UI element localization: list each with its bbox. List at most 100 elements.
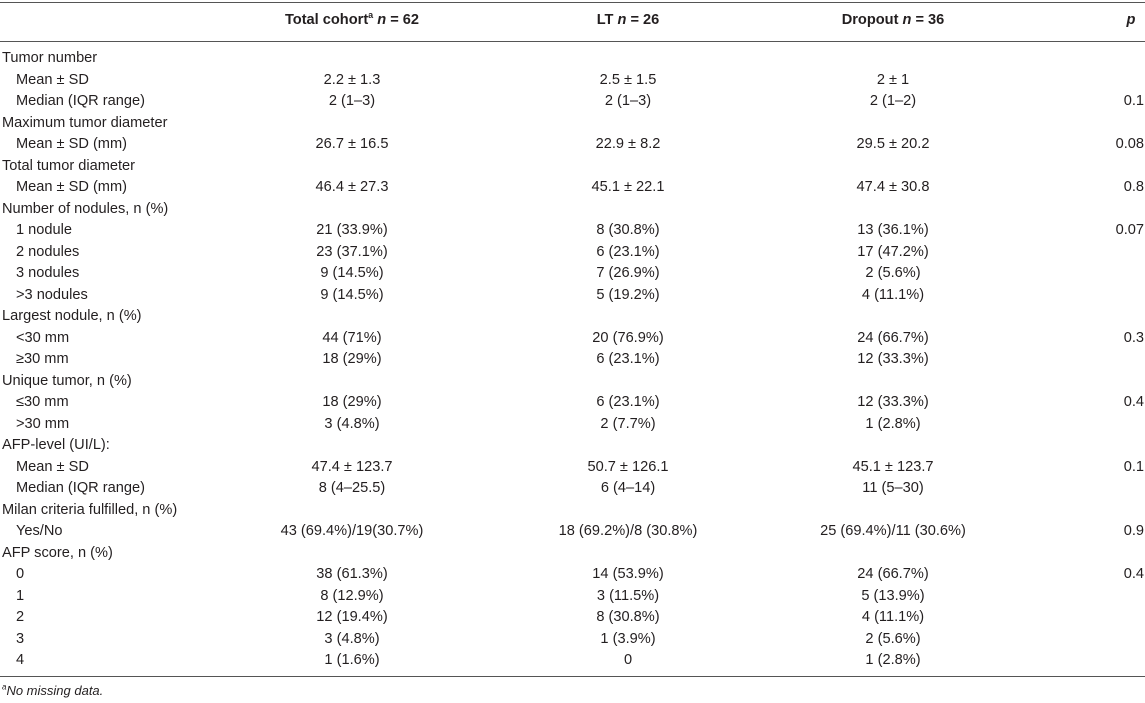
cell-dropout: 24 (66.7%): [857, 566, 929, 582]
cell-dropout: 29.5 ± 20.2: [856, 136, 930, 152]
row-label: Largest nodule, n (%): [2, 308, 142, 324]
table-row: >30 mm 3 (4.8%) 2 (7.7%) 1 (2.8%): [0, 414, 1145, 436]
row-label: Number of nodules, n (%): [2, 200, 169, 217]
cell-total-cohort: 2.2 ± 1.3: [323, 71, 381, 88]
table-row: Mean ± SD (mm) 46.4 ± 27.3 45.1 ± 22.1 47.4…: [0, 177, 1145, 199]
cell-dropout: 1 (2.8%): [865, 415, 921, 432]
cell-total-cohort: 9 (14.5%): [320, 265, 384, 281]
table-top-rule: [0, 2, 1145, 3]
row-label: <30 mm: [16, 329, 70, 346]
cell-total-cohort: 23 (37.1%): [316, 243, 388, 260]
cell-total-cohort: 18 (29%): [322, 394, 382, 410]
cell-total-cohort: 18 (29%): [322, 351, 382, 367]
cell-total-cohort: 46.4 ± 27.3: [315, 179, 389, 195]
row-label: Mean ± SD (mm): [16, 179, 127, 195]
cell-dropout: 2 (5.6%): [865, 265, 921, 281]
row-label: Maximum tumor diameter: [2, 114, 168, 131]
cell-total-cohort: 8 (12.9%): [320, 587, 384, 604]
cell-dropout: 11 (5–30): [862, 480, 924, 496]
row-label: ≥30 mm: [16, 351, 69, 367]
cell-total-cohort: 43 (69.4%)/19(30.7%): [280, 523, 424, 539]
row-label: Tumor number: [2, 50, 98, 66]
cell-p-value: 0.4: [1123, 566, 1144, 582]
cell-total-cohort: 21 (33.9%): [316, 222, 388, 238]
table-row: Median (IQR range) 8 (4–25.5) 6 (4–14) 11 (…: [0, 478, 1145, 500]
row-label: 2 nodules: [16, 243, 80, 260]
cell-lt: 6 (23.1%): [596, 243, 660, 260]
cell-total-cohort: 3 (4.8%): [324, 415, 380, 432]
cell-dropout: 5 (13.9%): [861, 587, 925, 604]
table-row: Mean ± SD (mm) 26.7 ± 16.5 22.9 ± 8.2 29.5 …: [0, 134, 1145, 156]
cell-dropout: 4 (11.1%): [861, 609, 925, 625]
cell-p-value: 0.9: [1123, 523, 1144, 539]
cell-lt: 20 (76.9%): [592, 329, 664, 346]
table-section-row: Number of nodules, n (%): [0, 199, 1145, 221]
header-dropout: Dropout n = 36: [841, 12, 945, 28]
cell-dropout: 12 (33.3%): [857, 351, 929, 367]
cell-dropout: 4 (11.1%): [861, 286, 925, 303]
cell-p-value: 0.8: [1123, 179, 1144, 195]
cell-dropout: 12 (33.3%): [857, 394, 929, 410]
cell-lt: 8 (30.8%): [596, 609, 660, 625]
table-row: 2 12 (19.4%) 8 (30.8%) 4 (11.1%): [0, 607, 1145, 629]
table-row: 1 nodule 21 (33.9%) 8 (30.8%) 13 (36.1%) 0.0…: [0, 220, 1145, 242]
cell-p-value: 0.4: [1123, 394, 1144, 410]
cell-lt: 5 (19.2%): [596, 286, 660, 303]
row-label: Mean ± SD (mm): [16, 136, 127, 152]
table-row: 3 3 (4.8%) 1 (3.9%) 2 (5.6%): [0, 629, 1145, 651]
cell-lt: 6 (23.1%): [596, 394, 660, 410]
row-label: Milan criteria fulfilled, n (%): [2, 501, 178, 518]
cell-lt: 0: [623, 652, 633, 668]
cell-lt: 14 (53.9%): [592, 566, 664, 582]
cell-lt: 2 (1–3): [604, 93, 652, 109]
row-label: Total tumor diameter: [2, 157, 136, 174]
cell-total-cohort: 3 (4.8%): [324, 630, 380, 647]
row-label: Mean ± SD: [16, 71, 89, 88]
table-footnote: aNo missing data.: [2, 682, 104, 698]
cell-dropout: 25 (69.4%)/11 (30.6%): [820, 523, 966, 539]
header-total-cohort: Total cohorta n = 62: [284, 10, 420, 28]
row-label: 3 nodules: [16, 265, 80, 281]
table-section-row: AFP-level (UI/L):: [0, 435, 1145, 457]
row-label: Unique tumor, n (%): [2, 372, 132, 389]
cell-total-cohort: 8 (4–25.5): [318, 480, 386, 496]
cell-total-cohort: 44 (71%): [322, 329, 382, 346]
row-label: 0: [16, 566, 25, 582]
cell-dropout: 2 ± 1: [876, 71, 910, 88]
cell-lt: 3 (11.5%): [596, 587, 660, 604]
cell-lt: 1 (3.9%): [600, 630, 656, 647]
table-section-row: Largest nodule, n (%): [0, 306, 1145, 328]
table-section-row: Milan criteria fulfilled, n (%): [0, 500, 1145, 522]
row-label: >3 nodules: [16, 286, 88, 303]
table-row: Yes/No 43 (69.4%)/19(30.7%) 18 (69.2%)/8 (…: [0, 521, 1145, 543]
table-row: 1 8 (12.9%) 3 (11.5%) 5 (13.9%): [0, 586, 1145, 608]
cell-lt: 50.7 ± 126.1: [587, 458, 669, 475]
cell-lt: 45.1 ± 22.1: [591, 179, 665, 195]
row-label: Yes/No: [16, 523, 63, 539]
row-label: AFP-level (UI/L):: [2, 437, 110, 453]
cell-total-cohort: 2 (1–3): [328, 93, 376, 109]
row-label: AFP score, n (%): [2, 544, 113, 561]
table-section-row: AFP score, n (%): [0, 543, 1145, 565]
cell-total-cohort: 26.7 ± 16.5: [315, 136, 389, 152]
table-row: 3 nodules 9 (14.5%) 7 (26.9%) 2 (5.6%): [0, 263, 1145, 285]
table-section-row: Unique tumor, n (%): [0, 371, 1145, 393]
cell-p-value: 0.3: [1123, 329, 1144, 346]
cell-lt: 2.5 ± 1.5: [599, 71, 657, 88]
table-row: <30 mm 44 (71%) 20 (76.9%) 24 (66.7%) 0.3: [0, 328, 1145, 350]
cell-total-cohort: 1 (1.6%): [324, 652, 380, 668]
table-header: Total cohorta n = 62 LT n = 26 Dropout n…: [0, 8, 1145, 34]
row-label: 1 nodule: [16, 222, 72, 238]
table-row: ≤30 mm 18 (29%) 6 (23.1%) 12 (33.3%) 0.4: [0, 392, 1145, 414]
cell-lt: 18 (69.2%)/8 (30.8%): [558, 523, 698, 539]
cell-p-value: 0.07: [1115, 222, 1144, 238]
cell-dropout: 45.1 ± 123.7: [852, 458, 934, 475]
row-label: ≤30 mm: [16, 394, 69, 410]
row-label: 3: [16, 630, 25, 647]
cell-dropout: 24 (66.7%): [857, 329, 929, 346]
table-section-row: Tumor number: [0, 48, 1145, 70]
table-row: Mean ± SD 2.2 ± 1.3 2.5 ± 1.5 2 ± 1: [0, 70, 1145, 92]
cell-dropout: 17 (47.2%): [857, 243, 929, 260]
table-section-row: Total tumor diameter: [0, 156, 1145, 178]
